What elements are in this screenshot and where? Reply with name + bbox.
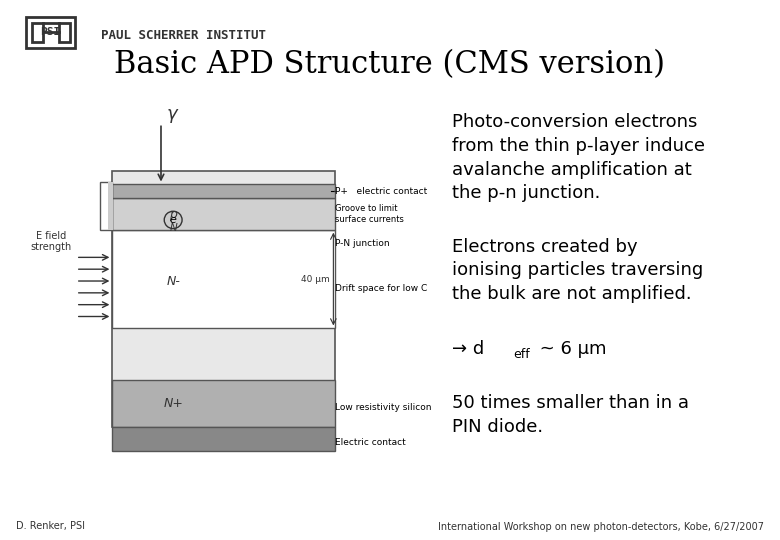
Text: 40 μm: 40 μm bbox=[300, 274, 329, 284]
Bar bbox=[59, 23, 70, 42]
Bar bbox=[31, 23, 42, 42]
Bar bbox=[108, 183, 113, 230]
Circle shape bbox=[165, 211, 182, 228]
Bar bbox=[112, 427, 335, 450]
Text: e: e bbox=[170, 215, 176, 225]
Text: Drift space for low C: Drift space for low C bbox=[335, 285, 427, 293]
Bar bbox=[100, 183, 112, 230]
Bar bbox=[112, 171, 335, 427]
Text: N-: N- bbox=[166, 274, 180, 287]
Text: Electrons created by
ionising particles traversing
the bulk are not amplified.: Electrons created by ionising particles … bbox=[452, 238, 704, 303]
Text: Low resistivity silicon: Low resistivity silicon bbox=[335, 403, 432, 411]
Text: 50 times smaller than in a
PIN diode.: 50 times smaller than in a PIN diode. bbox=[452, 394, 690, 436]
Text: D. Renker, PSI: D. Renker, PSI bbox=[16, 522, 84, 531]
Bar bbox=[112, 198, 335, 230]
Text: PSI: PSI bbox=[41, 28, 61, 37]
Text: Groove to limit
surface currents: Groove to limit surface currents bbox=[335, 204, 404, 224]
Text: E field
strength: E field strength bbox=[31, 231, 72, 252]
Text: Photo-conversion electrons
from the thin p-layer induce
avalanche amplification : Photo-conversion electrons from the thin… bbox=[452, 113, 705, 202]
Bar bbox=[112, 185, 335, 198]
Text: $\gamma$: $\gamma$ bbox=[166, 107, 180, 125]
Text: N+: N+ bbox=[163, 397, 183, 410]
Bar bbox=[27, 17, 75, 48]
Bar bbox=[112, 230, 335, 328]
Text: N: N bbox=[169, 223, 177, 233]
Text: Basic APD Structure (CMS version): Basic APD Structure (CMS version) bbox=[115, 49, 665, 80]
Text: ~ 6 μm: ~ 6 μm bbox=[534, 340, 607, 358]
Text: → d: → d bbox=[452, 340, 484, 358]
Text: p: p bbox=[169, 207, 177, 220]
Text: eff: eff bbox=[513, 348, 530, 361]
Text: PAUL SCHERRER INSTITUT: PAUL SCHERRER INSTITUT bbox=[101, 29, 267, 42]
Bar bbox=[112, 380, 335, 427]
Text: P-N junction: P-N junction bbox=[335, 239, 390, 248]
Text: P+   electric contact: P+ electric contact bbox=[335, 187, 427, 195]
Text: International Workshop on new photon-detectors, Kobe, 6/27/2007: International Workshop on new photon-det… bbox=[438, 522, 764, 531]
Text: Electric contact: Electric contact bbox=[335, 438, 406, 447]
